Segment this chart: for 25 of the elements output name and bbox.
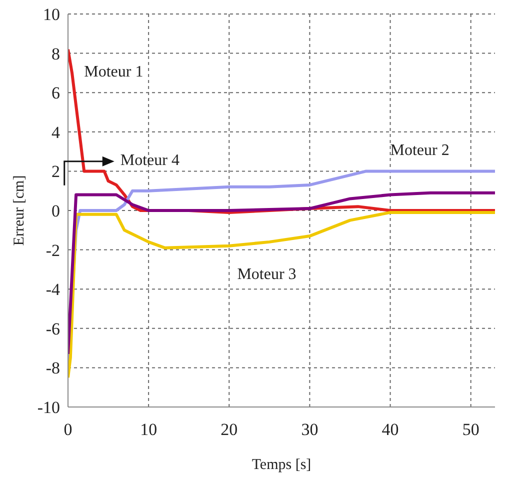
y-tick-label: 4 — [52, 122, 60, 142]
y-tick-label: -6 — [46, 319, 60, 338]
x-tick-label: 0 — [64, 420, 72, 440]
y-tick-label: -8 — [46, 358, 60, 378]
y-tick-label: 6 — [52, 84, 60, 103]
x-tick-label: 20 — [220, 420, 238, 440]
series-label: Moteur 3 — [237, 266, 296, 284]
y-tick-label: 0 — [52, 202, 60, 221]
y-axis-title: Erreur [cm] — [11, 175, 28, 246]
x-tick-label: 10 — [140, 420, 158, 440]
y-tick-label: 2 — [52, 162, 60, 182]
x-tick-label: 30 — [301, 420, 318, 440]
line-series — [68, 210, 495, 380]
y-tick-label: -4 — [46, 280, 60, 300]
series-label: Moteur 1 — [84, 64, 144, 81]
x-tick-label: 40 — [382, 420, 399, 440]
x-tick-label: 50 — [462, 420, 480, 440]
series-label: Moteur 2 — [390, 142, 450, 160]
x-axis-title: Temps [s] — [252, 457, 312, 473]
series-label: Moteur 4 — [120, 152, 180, 170]
y-tick-label: 10 — [43, 5, 60, 24]
y-tick-label: 8 — [52, 44, 60, 64]
line-series — [68, 191, 495, 356]
y-tick-label: -10 — [37, 398, 60, 418]
y-tick-label: -2 — [46, 240, 60, 260]
